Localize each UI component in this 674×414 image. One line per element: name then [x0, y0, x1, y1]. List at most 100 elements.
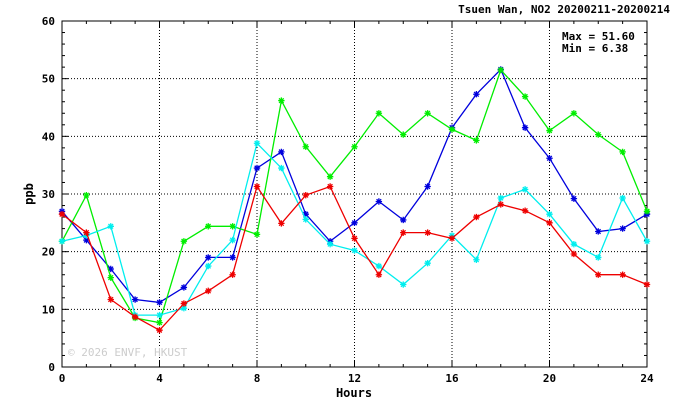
grid — [62, 21, 647, 367]
data-point — [595, 271, 602, 278]
data-point — [83, 191, 90, 199]
data-point — [619, 148, 626, 156]
data-point — [643, 238, 651, 245]
data-point — [229, 223, 236, 230]
x-axis-title: Hours — [336, 386, 372, 400]
data-point — [351, 235, 358, 242]
data-point — [253, 140, 261, 147]
data-point — [424, 110, 431, 117]
data-point — [253, 183, 261, 190]
y-tick-label: 10 — [42, 303, 55, 316]
data-point — [448, 126, 456, 133]
data-point — [278, 164, 285, 172]
data-point — [619, 271, 626, 278]
data-point — [595, 254, 602, 261]
data-point — [131, 313, 139, 321]
data-point — [58, 238, 66, 245]
data-point — [107, 274, 114, 281]
data-point — [205, 287, 212, 295]
data-point — [473, 213, 480, 221]
data-point — [131, 296, 139, 303]
data-point — [375, 262, 383, 270]
data-point — [107, 223, 114, 230]
data-point — [205, 223, 212, 230]
data-point — [351, 143, 358, 150]
data-point — [595, 228, 602, 235]
series-0 — [58, 66, 651, 306]
ticks: 0 4 8 12 16 20 24 0 10 20 30 40 50 60 — [42, 15, 654, 385]
x-tick-label: 8 — [254, 372, 261, 385]
x-tick-label: 20 — [543, 372, 556, 385]
y-tick-label: 60 — [42, 15, 55, 28]
min-label: Min = 6.38 — [562, 42, 628, 55]
series-group — [58, 66, 651, 334]
data-point — [521, 207, 529, 214]
data-point — [570, 250, 578, 258]
data-point — [643, 281, 651, 288]
data-point — [156, 319, 163, 326]
x-tick-label: 16 — [445, 372, 459, 385]
data-point — [570, 195, 578, 202]
data-point — [205, 254, 212, 261]
data-point — [375, 110, 383, 117]
data-point — [83, 236, 90, 244]
data-point — [83, 229, 90, 236]
data-point — [400, 131, 407, 138]
data-point — [156, 327, 163, 334]
data-point — [302, 216, 309, 223]
series-line — [61, 68, 648, 324]
data-point — [521, 124, 529, 131]
data-point — [424, 229, 431, 236]
data-point — [400, 216, 407, 224]
data-point — [156, 311, 163, 319]
data-point — [473, 91, 480, 98]
data-point — [180, 300, 188, 307]
data-point — [107, 296, 114, 303]
data-point — [326, 183, 334, 190]
data-point — [570, 110, 578, 117]
data-point — [473, 137, 480, 144]
y-tick-label: 20 — [42, 246, 55, 259]
data-point — [497, 201, 504, 208]
data-point — [302, 143, 309, 150]
data-point — [326, 173, 334, 180]
data-point — [107, 265, 114, 273]
data-point — [180, 238, 188, 245]
data-point — [229, 254, 236, 261]
y-tick-label: 40 — [42, 130, 55, 143]
data-point — [497, 66, 504, 74]
data-point — [278, 148, 285, 156]
data-point — [400, 229, 407, 236]
data-point — [205, 262, 212, 270]
data-point — [302, 210, 309, 218]
data-point — [546, 127, 553, 134]
data-point — [424, 260, 431, 267]
data-point — [570, 240, 578, 248]
data-point — [546, 210, 553, 218]
data-point — [521, 186, 529, 193]
data-point — [156, 299, 163, 306]
data-point — [351, 247, 358, 254]
data-point — [302, 191, 309, 199]
data-point — [278, 97, 285, 104]
data-point — [375, 271, 383, 278]
x-tick-label: 4 — [156, 372, 163, 385]
data-point — [400, 281, 407, 288]
data-point — [253, 164, 261, 172]
data-point — [253, 231, 261, 238]
series-3 — [58, 183, 651, 334]
data-point — [595, 131, 602, 138]
watermark: © 2026 ENVF, HKUST — [68, 346, 188, 359]
data-point — [58, 210, 66, 218]
data-point — [473, 256, 480, 263]
data-point — [229, 271, 236, 278]
data-point — [351, 219, 358, 227]
data-point — [180, 304, 188, 312]
data-point — [326, 240, 334, 248]
series-1 — [58, 66, 651, 326]
max-label: Max = 51.60 — [562, 30, 635, 43]
data-point — [229, 236, 236, 244]
chart-title: Tsuen Wan, NO2 20200211-20200214 — [458, 3, 670, 16]
